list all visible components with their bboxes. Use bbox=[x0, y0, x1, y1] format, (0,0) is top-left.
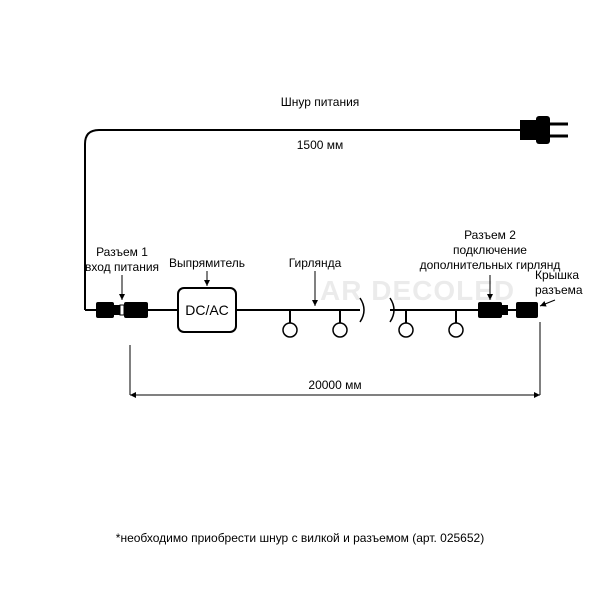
diagram-svg: DC/AC bbox=[0, 0, 600, 600]
label-power-cord-len: 1500 мм bbox=[280, 138, 360, 153]
label-connector2: Разъем 2 подключение дополнительных гирл… bbox=[410, 228, 570, 273]
bulb-3 bbox=[399, 310, 413, 337]
footnote: *необходимо приобрести шнур с вилкой и р… bbox=[0, 531, 600, 545]
label-rectifier: Выпрямитель bbox=[162, 256, 252, 271]
connector-cap bbox=[516, 302, 538, 318]
cable-break bbox=[360, 298, 394, 322]
label-power-cord: Шнур питания bbox=[260, 95, 380, 110]
bulb-1 bbox=[283, 310, 297, 337]
bulb-2 bbox=[333, 310, 347, 337]
power-cord-wire bbox=[85, 130, 520, 310]
power-plug bbox=[520, 116, 568, 144]
diagram-canvas: AR DECOLED DC/AC bbox=[0, 0, 600, 600]
connector-2 bbox=[478, 302, 508, 318]
connector-1 bbox=[96, 302, 148, 318]
leader-cap bbox=[540, 300, 555, 306]
label-garland: Гирлянда bbox=[280, 256, 350, 271]
bulb-4 bbox=[449, 310, 463, 337]
rectifier-text: DC/AC bbox=[185, 302, 229, 318]
label-total-len: 20000 мм bbox=[300, 378, 370, 393]
label-cap: Крышка разъема bbox=[535, 268, 595, 298]
label-connector1: Разъем 1 вход питания bbox=[72, 245, 172, 275]
